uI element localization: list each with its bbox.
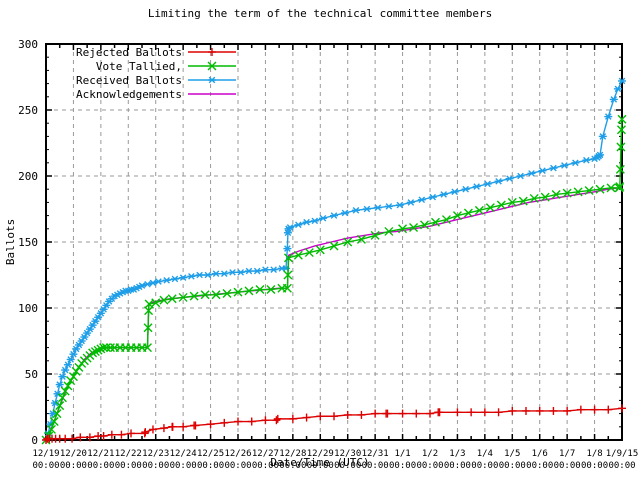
legend-swatch (188, 61, 236, 71)
x-tick-label-time: 00:00 (334, 461, 361, 471)
y-tick-label: 100 (18, 302, 38, 315)
x-tick-label-date: 12/30 (334, 449, 361, 459)
x-tick-label-date: 12/22 (115, 449, 142, 459)
y-tick-label: 150 (18, 236, 38, 249)
x-tick-label-date: 12/31 (362, 449, 389, 459)
x-tick-label-time: 00:00 (581, 461, 608, 471)
x-tick-label-time: 00:00 (499, 461, 526, 471)
gridlines (46, 44, 622, 440)
x-tick-label-date: 12/23 (142, 449, 169, 459)
x-tick-label-time: 00:00 (87, 461, 114, 471)
y-tick-label: 50 (25, 368, 38, 381)
x-tick-label-date: 1/9/15 (606, 449, 639, 459)
x-tick-label-date: 12/27 (252, 449, 279, 459)
legend-swatch (188, 76, 236, 84)
x-tick-label-time: 00:00 (60, 461, 87, 471)
x-axis-tick-labels: 12/1900:0012/2000:0012/2100:0012/2200:00… (32, 449, 638, 471)
x-tick-label-time: 00:00 (526, 461, 553, 471)
x-axis-title: Date/Time (UTC) (270, 456, 369, 469)
legend-label: Acknowledgements (76, 88, 182, 101)
x-tick-label-date: 12/25 (197, 449, 224, 459)
series-vote-tallied (41, 114, 627, 445)
y-tick-label: 200 (18, 170, 38, 183)
x-tick-label-time: 00:00 (115, 461, 142, 471)
x-tick-label-time: 00:00 (554, 461, 581, 471)
x-tick-label-date: 12/19 (32, 449, 59, 459)
x-tick-label-date: 1/7 (559, 449, 575, 459)
x-tick-label-date: 1/5 (504, 449, 520, 459)
y-axis-title: Ballots (4, 219, 17, 265)
x-tick-label-time: 00:00 (252, 461, 279, 471)
x-tick-label-time: 00:00 (142, 461, 169, 471)
x-tick-label-time: 00:00 (32, 461, 59, 471)
x-tick-label-date: 12/20 (60, 449, 87, 459)
x-tick-label-date: 1/6 (532, 449, 548, 459)
x-tick-label-time: 00:00 (416, 461, 443, 471)
data-series (41, 77, 627, 445)
x-tick-label-time: 00:00 (224, 461, 251, 471)
x-tick-label-time: 00:00 (608, 461, 635, 471)
x-tick-label-date: 1/4 (477, 449, 493, 459)
series-acknowledgements (45, 185, 623, 441)
x-tick-label-time: 00:00 (307, 461, 334, 471)
x-tick-label-date: 12/24 (170, 449, 197, 459)
chart-title: Limiting the term of the technical commi… (147, 7, 493, 20)
y-tick-label: 300 (18, 38, 38, 51)
x-tick-label-time: 00:00 (170, 461, 197, 471)
x-tick-label-date: 1/8 (586, 449, 602, 459)
series-rejected-ballots (42, 404, 626, 444)
x-tick-label-time: 00:00 (279, 461, 306, 471)
x-tick-label-date: 1/3 (449, 449, 465, 459)
legend-swatch (188, 48, 236, 56)
x-tick-label-time: 00:00 (389, 461, 416, 471)
legend-label: Vote Tallied, (96, 60, 182, 73)
x-tick-label-time: 00:00 (362, 461, 389, 471)
legend-label: Received Ballots (76, 74, 182, 87)
x-tick-label-time: 00:00 (444, 461, 471, 471)
x-tick-label-time: 00:00 (197, 461, 224, 471)
legend-label: Rejected Ballots (76, 46, 182, 59)
x-tick-label-date: 12/28 (279, 449, 306, 459)
x-tick-label-date: 12/29 (307, 449, 334, 459)
x-tick-label-date: 1/1 (394, 449, 410, 459)
y-tick-label: 0 (31, 434, 38, 447)
x-tick-label-date: 12/26 (224, 449, 251, 459)
axis-titles: Ballots Date/Time (UTC) (4, 219, 370, 469)
x-tick-label-time: 00:00 (471, 461, 498, 471)
y-tick-label: 250 (18, 104, 38, 117)
y-axis-tick-labels: 0 50 100 150 200 250 300 (18, 38, 38, 447)
series-received-ballots (42, 77, 626, 444)
x-tick-label-date: 1/2 (422, 449, 438, 459)
x-tick-label-date: 12/21 (87, 449, 114, 459)
